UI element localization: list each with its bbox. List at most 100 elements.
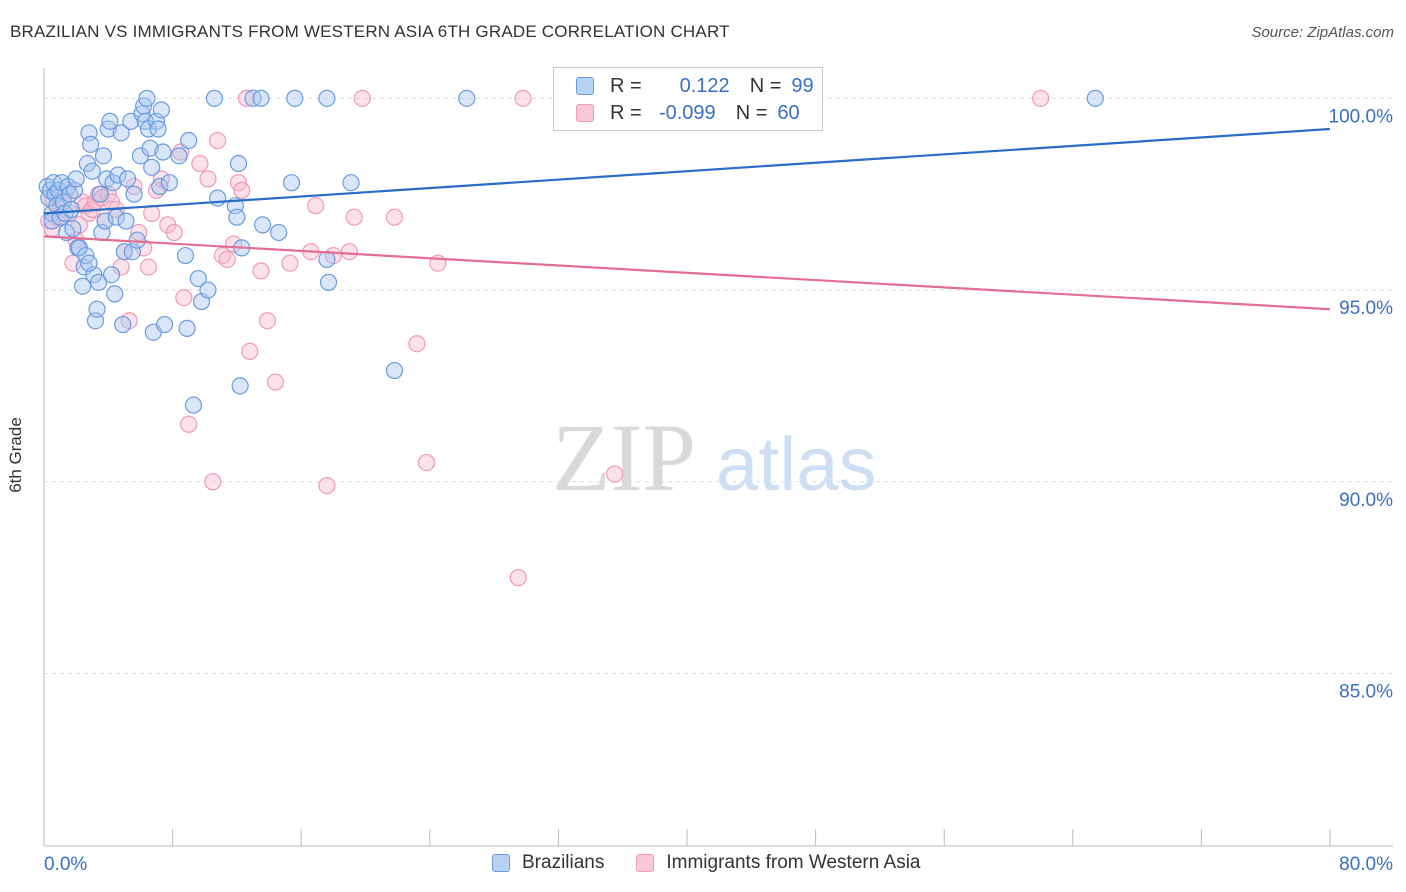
immigrants-point [281, 254, 299, 272]
brazilians-point [62, 200, 80, 219]
brazilians-point [143, 158, 161, 176]
stats-legend: R = 0.122 N = 99 R = -0.099 N = 60 [553, 67, 823, 131]
immigrants-point [180, 415, 198, 433]
series-legend: Brazilians Immigrants from Western Asia [492, 852, 952, 874]
brazilians-point [114, 315, 132, 334]
series-brazilians-points [38, 89, 1104, 414]
brazilians-point [91, 185, 109, 203]
legend-n-value: 60 [777, 101, 800, 124]
brazilians-point [385, 361, 404, 380]
brazilians-point [318, 89, 336, 107]
brazilians-point [109, 166, 127, 184]
legend-swatch-pink [636, 854, 655, 872]
brazilians-point [178, 319, 196, 337]
brazilians-point [176, 246, 195, 265]
legend-item-brazilians: Brazilians [492, 852, 604, 874]
brazilians-point [319, 273, 338, 291]
legend-n-label: N = [735, 101, 768, 124]
y-tick-label: 85.0% [1339, 681, 1393, 702]
y-tick-label: 100.0% [1329, 106, 1394, 127]
brazilians-point [125, 185, 143, 203]
brazilians-point [151, 177, 169, 196]
brazilians-point [88, 300, 106, 318]
brazilians-point [155, 315, 174, 334]
brazilians-point [170, 147, 188, 165]
immigrants-point [417, 453, 436, 472]
immigrants-point [209, 131, 227, 150]
trend-lines [43, 127, 1331, 311]
brazilians-point [101, 112, 119, 130]
x-tick-label: 0.0% [44, 854, 87, 875]
immigrants-point [509, 569, 527, 587]
immigrants-point [385, 208, 404, 226]
legend-r-value: 0.122 [679, 74, 730, 97]
brazilians-point [80, 254, 98, 272]
immigrants-point [237, 89, 256, 107]
immigrants-point [408, 335, 426, 353]
legend-swatch-pink [576, 104, 594, 122]
brazilians-point [82, 135, 100, 153]
brazilians-point [152, 101, 170, 119]
watermark-zip: ZIP [552, 404, 696, 511]
immigrants-point [175, 289, 193, 307]
brazilians-point [94, 147, 113, 165]
brazilians-point [90, 273, 108, 291]
brazilians-point [141, 139, 159, 157]
legend-item-immigrants: Immigrants from Western Asia [636, 852, 920, 874]
brazilians-point [229, 154, 248, 173]
axes [43, 68, 1393, 847]
immigrants-point [307, 197, 325, 215]
brazilians-point [342, 174, 360, 192]
brazilians-point [118, 170, 137, 188]
chart-title: BRAZILIAN VS IMMIGRANTS FROM WESTERN ASI… [10, 22, 730, 41]
brazilians-point [252, 89, 270, 107]
brazilians-point [149, 120, 167, 138]
brazilians-point [205, 89, 223, 107]
brazilians-point [117, 212, 135, 230]
legend-n-label: N = [749, 74, 782, 97]
brazilians-point [83, 162, 101, 180]
legend-r-label: R = [610, 101, 642, 124]
tick-labels: 100.0% 95.0% 90.0% 85.0% 0.0% 80.0% [44, 106, 1393, 875]
brazilians-point [184, 396, 203, 414]
legend-label-immigrants: Immigrants from Western Asia [666, 852, 921, 873]
brazilians-point [270, 223, 288, 242]
immigrants-point [241, 342, 259, 360]
y-tick-label: 95.0% [1339, 298, 1393, 319]
legend-row-brazilians: R = 0.122 N = 99 [576, 73, 814, 99]
legend-r-label: R = [610, 74, 642, 97]
immigrants-point [606, 465, 624, 483]
immigrants-point [345, 208, 363, 226]
legend-swatch-blue [576, 77, 594, 95]
brazilians-point [458, 89, 476, 107]
legend-swatch-blue [492, 854, 510, 872]
source-credit: Source: ZipAtlas.com [1251, 24, 1394, 41]
immigrants-point [340, 243, 359, 261]
brazilians-point [154, 143, 172, 161]
brazilians-point [112, 124, 130, 142]
trend-line-brazilians [43, 127, 1331, 215]
legend-r-value: -0.099 [658, 101, 716, 124]
brazilians-point [189, 269, 207, 288]
watermark-atlas: atlas [716, 422, 877, 507]
immigrants-point [233, 181, 251, 199]
immigrants-point [1032, 89, 1050, 107]
brazilians-point [138, 89, 156, 107]
immigrants-point [252, 262, 270, 280]
brazilians-point [199, 281, 217, 299]
brazilians-point [73, 277, 92, 295]
brazilians-point [254, 216, 272, 234]
immigrants-point [199, 170, 217, 188]
brazilians-point [106, 285, 124, 303]
brazilians-point [231, 377, 249, 395]
immigrants-point [266, 373, 285, 391]
brazilians-point [64, 220, 82, 238]
immigrants-point [139, 258, 158, 276]
brazilians-point [282, 174, 301, 192]
legend-label-brazilians: Brazilians [522, 852, 605, 873]
immigrants-point [258, 312, 277, 330]
legend-row-immigrants: R = -0.099 N = 60 [576, 100, 800, 126]
brazilians-point [67, 170, 85, 188]
immigrants-point [318, 476, 336, 495]
